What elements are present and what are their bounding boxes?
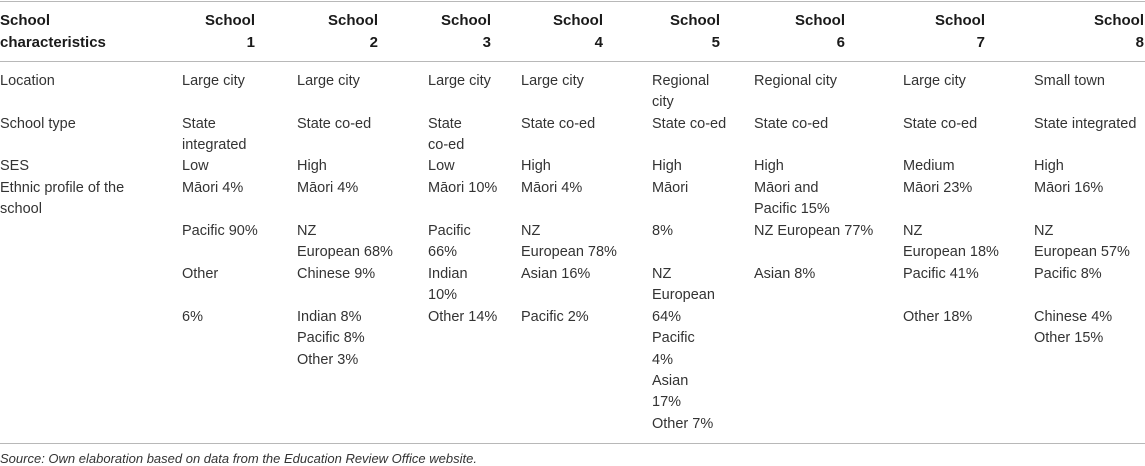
cell-school-7-location: Large city	[903, 73, 966, 89]
cell-school-4-ethnic-2: NZ European 78% Asian 16%	[521, 223, 617, 282]
cell-school-2-ethnic-1: Māori 4%	[297, 180, 359, 196]
row-label-ses: SES	[0, 158, 30, 174]
cell-school-7-ethnic-2: NZ European 18% Pacific 41%	[903, 223, 999, 282]
cell-school-6-ses: High	[754, 158, 784, 174]
header-school-2: School 2	[327, 12, 378, 51]
header-school-4: School 4	[552, 12, 603, 51]
header-school-7: School 7	[934, 12, 985, 51]
header-school-5: School 5	[669, 12, 720, 51]
cell-school-7-ses: Medium	[903, 158, 955, 174]
cell-school-6-ethnic-2: Asian 8%	[754, 266, 816, 282]
cell-school-4-ses: High	[521, 158, 551, 174]
cell-school-2-location: Large city	[297, 73, 360, 89]
row-label-school-type: School type	[0, 116, 76, 132]
cell-school-8-location: Small town	[1034, 73, 1105, 89]
cell-school-8-type: State integrated	[1034, 116, 1137, 132]
cell-school-8-ethnic-3: Chinese 4% Other 15%	[1034, 309, 1113, 347]
cell-school-5-ethnic-3: NZ European 64% Pacific 4% Asian 17% Oth…	[652, 266, 715, 432]
cell-school-1-ses: Low	[182, 158, 209, 174]
cell-school-2-ethnic-3: Indian 8% Pacific 8% Other 3%	[297, 309, 365, 368]
cell-school-6-type: State co-ed	[754, 116, 829, 132]
cell-school-3-ethnic-2: Pacific 66% Indian 10% Other 14%	[428, 223, 498, 325]
row-label-location: Location	[0, 73, 55, 89]
cell-school-4-location: Large city	[521, 73, 584, 89]
cell-school-4-ethnic-3: Pacific 2%	[521, 309, 589, 325]
header-bottom-rule	[0, 61, 1145, 62]
cell-school-3-location: Large city	[428, 73, 491, 89]
cell-school-5-ethnic-2: 8%	[652, 223, 673, 239]
row-label-ethnic-profile: Ethnic profile of the school	[0, 180, 125, 218]
cell-school-1-ethnic-2: Pacific 90%	[182, 223, 258, 239]
header-school-8: School 8	[1093, 12, 1144, 51]
cell-school-7-ethnic-1: Māori 23%	[903, 180, 973, 196]
table-bottom-rule	[0, 443, 1145, 444]
cell-school-2-ses: High	[297, 158, 327, 174]
cell-school-2-type: State co-ed	[297, 116, 372, 132]
cell-school-1-ethnic-3: Other	[182, 266, 219, 282]
cell-school-1-type: State integrated	[182, 116, 247, 154]
cell-school-5-location: Regional city	[652, 73, 710, 111]
cell-school-7-ethnic-3: Other 18%	[903, 309, 973, 325]
cell-school-4-ethnic-1: Māori 4%	[521, 180, 583, 196]
cell-school-6-ethnic-1: Māori and Pacific 15% NZ European 77%	[754, 180, 874, 239]
header-school-3: School 3	[440, 12, 491, 51]
cell-school-3-ses: Low	[428, 158, 455, 174]
header-school-characteristics: School characteristics	[0, 12, 106, 51]
cell-school-1-ethnic-1: Māori 4%	[182, 180, 244, 196]
cell-school-1-ethnic-4: 6%	[182, 309, 203, 325]
source-note: Source: Own elaboration based on data fr…	[0, 451, 477, 466]
cell-school-8-ses: High	[1034, 158, 1064, 174]
cell-school-2-ethnic-2: NZ European 68% Chinese 9%	[297, 223, 393, 282]
cell-school-5-ethnic-1: Māori	[652, 180, 689, 196]
header-school-6: School 6	[794, 12, 845, 51]
cell-school-3-ethnic-1: Māori 10%	[428, 180, 498, 196]
table-top-rule	[0, 1, 1145, 2]
cell-school-1-location: Large city	[182, 73, 245, 89]
header-school-1: School 1	[204, 12, 255, 51]
cell-school-4-type: State co-ed	[521, 116, 596, 132]
cell-school-6-location: Regional city	[754, 73, 838, 89]
cell-school-5-type: State co-ed	[652, 116, 727, 132]
cell-school-8-ethnic-1: Māori 16%	[1034, 180, 1104, 196]
cell-school-8-ethnic-2: NZ European 57% Pacific 8%	[1034, 223, 1130, 282]
cell-school-7-type: State co-ed	[903, 116, 978, 132]
cell-school-5-ses: High	[652, 158, 682, 174]
cell-school-3-type: State co-ed	[428, 116, 465, 154]
